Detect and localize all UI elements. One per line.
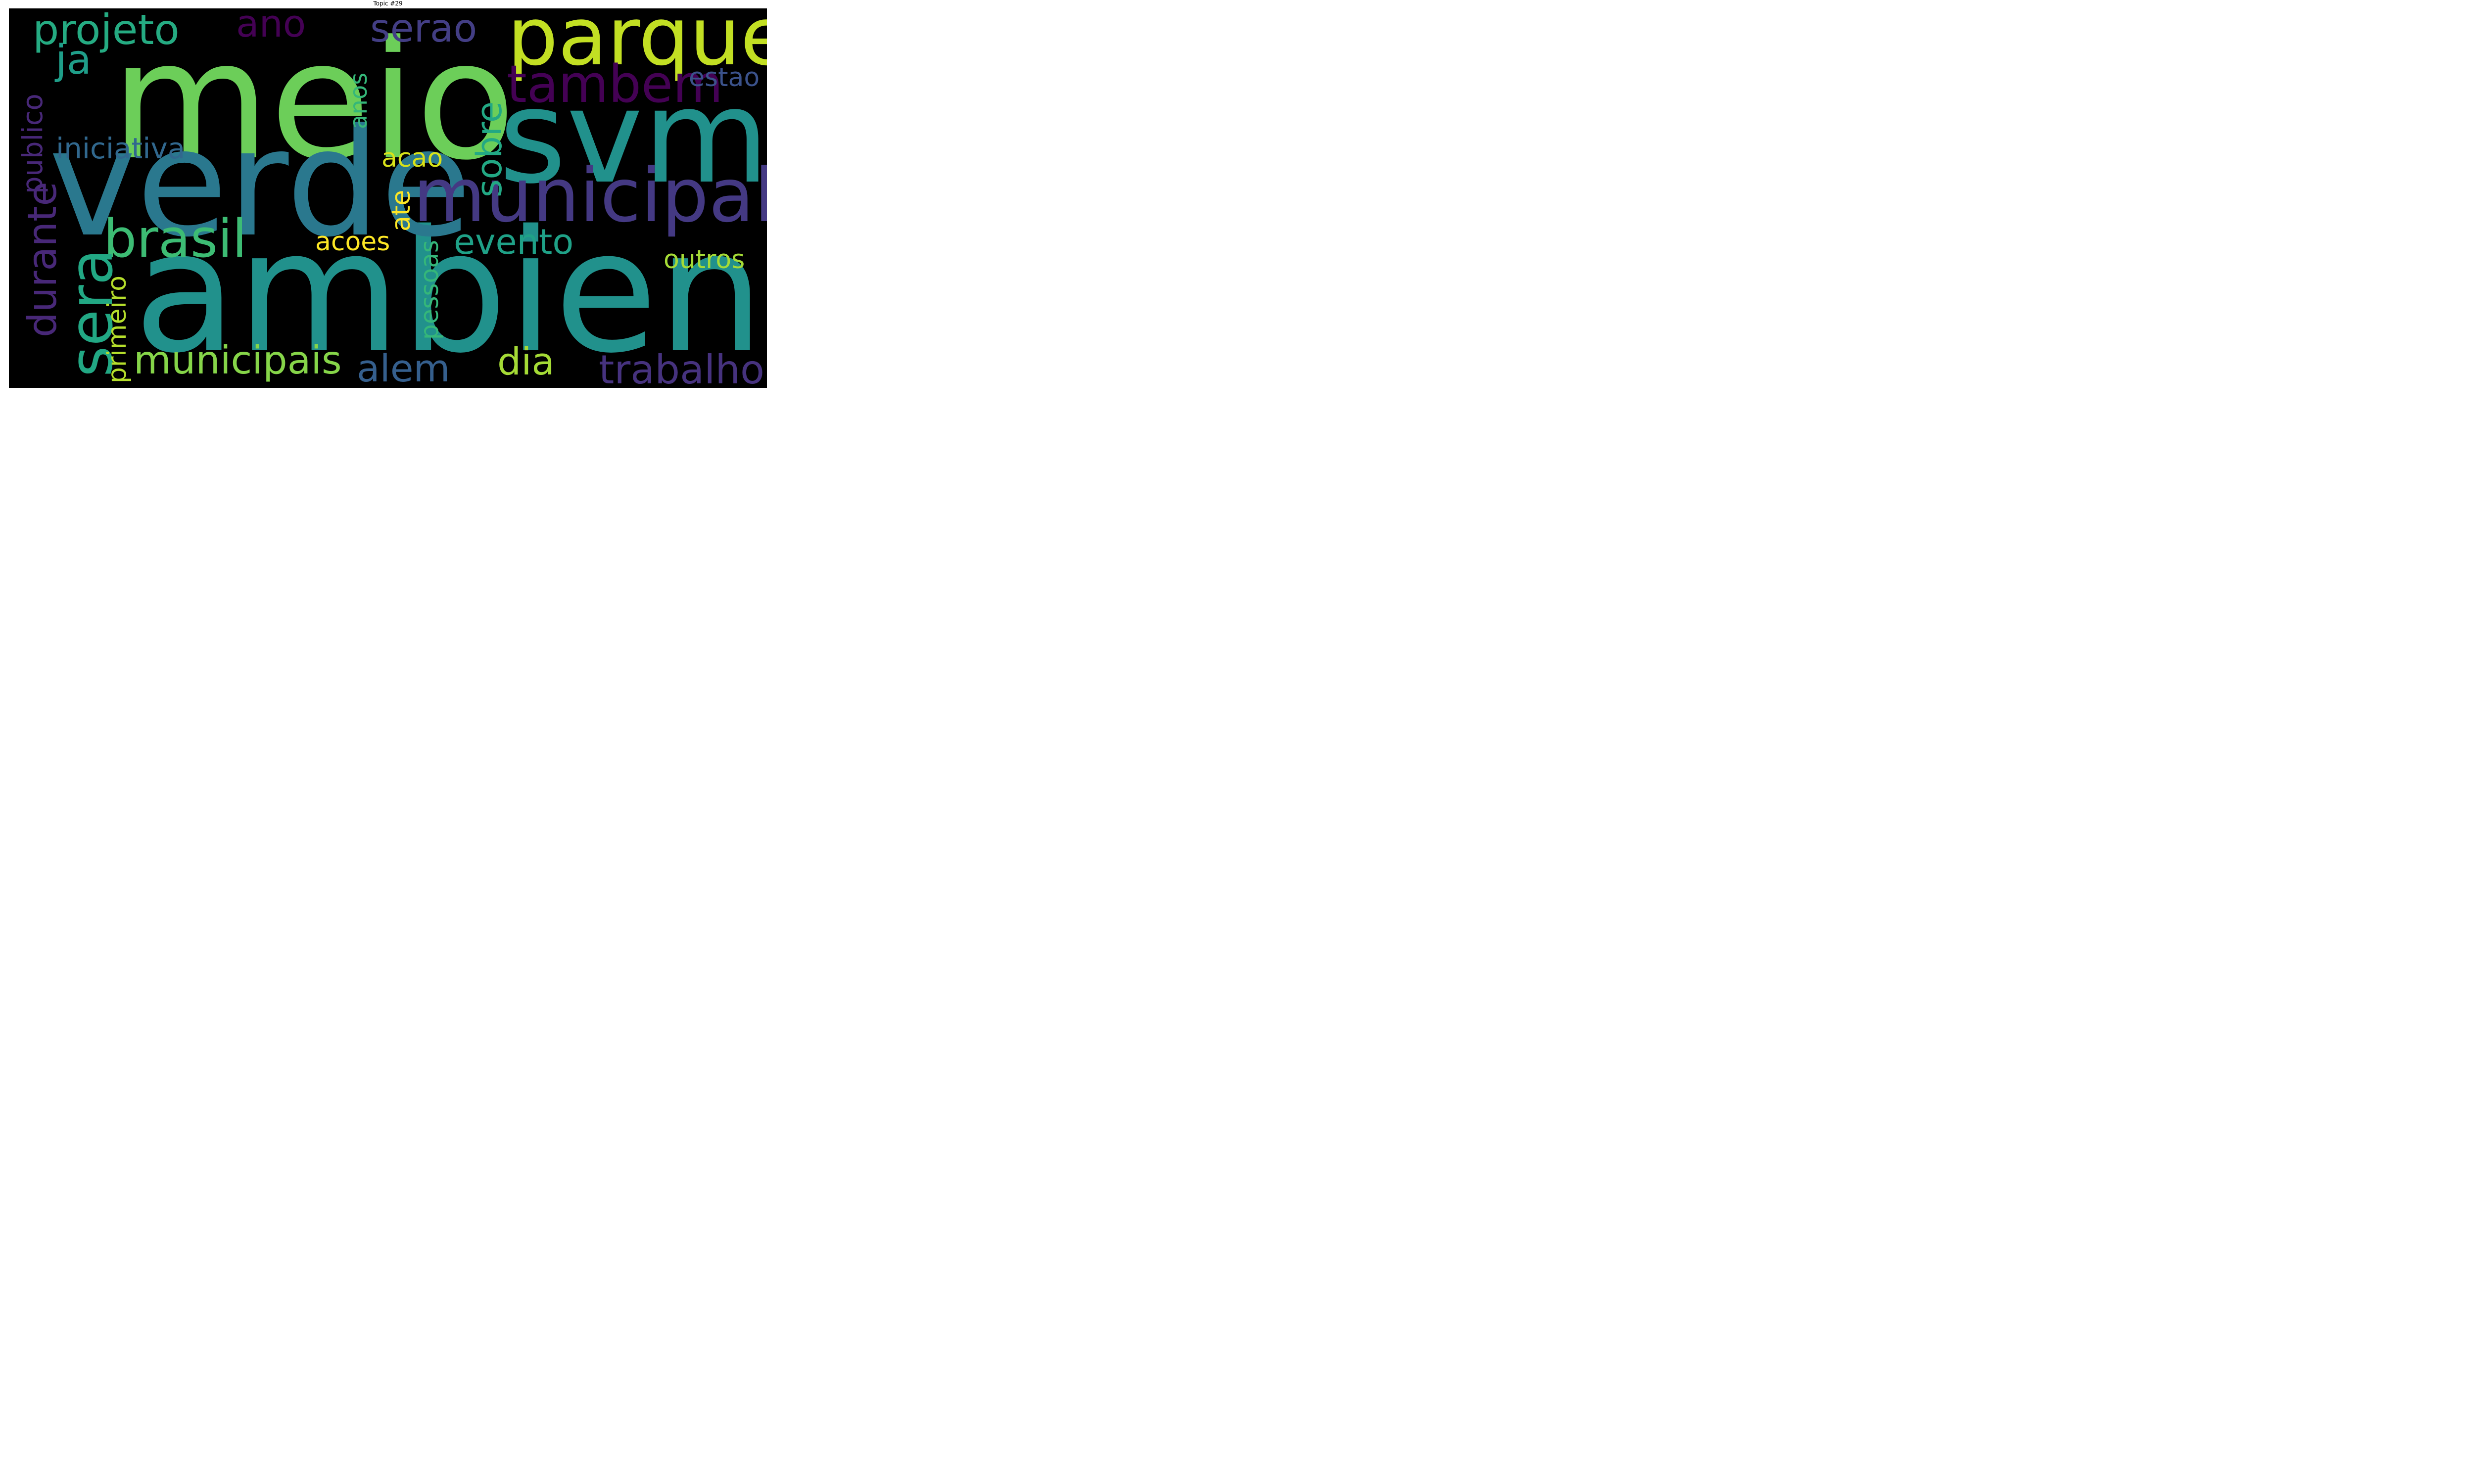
word-trabalho: trabalho [599, 347, 764, 388]
word-iniciativa: iniciativa [56, 132, 186, 165]
word-meio: meio [111, 8, 516, 196]
word-ambiente: ambiente [134, 194, 767, 388]
word-serao: serao [370, 8, 477, 51]
word-parques: parques [507, 8, 767, 84]
word-svma: svma [499, 61, 767, 212]
word-sobre: sobre [469, 101, 510, 197]
word-durante: durante [19, 182, 65, 337]
plot-title: Topic #29 [373, 0, 403, 7]
word-acao: acao [381, 143, 443, 173]
word-outros: outros [664, 245, 745, 275]
word-dia: dia [497, 339, 555, 383]
word-brasil: brasil [103, 208, 247, 269]
word-cloud-canvas: meio ambiente verde svma parques municip… [9, 8, 767, 388]
word-ano: ano [236, 8, 306, 46]
word-estao: estao [689, 63, 760, 93]
word-pessoas: pessoas [415, 240, 444, 340]
word-acoes: acoes [315, 227, 390, 257]
word-alem: alem [357, 346, 450, 388]
word-evento: evento [454, 222, 574, 262]
word-municipais: municipais [134, 338, 342, 383]
word-municipal: municipal [413, 153, 767, 239]
word-ate: ate [386, 189, 416, 232]
word-verde: verde [48, 97, 472, 270]
word-tambem: tambem [507, 54, 723, 114]
word-projeto: projeto [33, 8, 180, 54]
word-anos: anos [345, 72, 373, 129]
word-ja: ja [55, 37, 92, 84]
word-publico: publico [17, 93, 49, 194]
word-primeiro: primeiro [102, 276, 132, 383]
